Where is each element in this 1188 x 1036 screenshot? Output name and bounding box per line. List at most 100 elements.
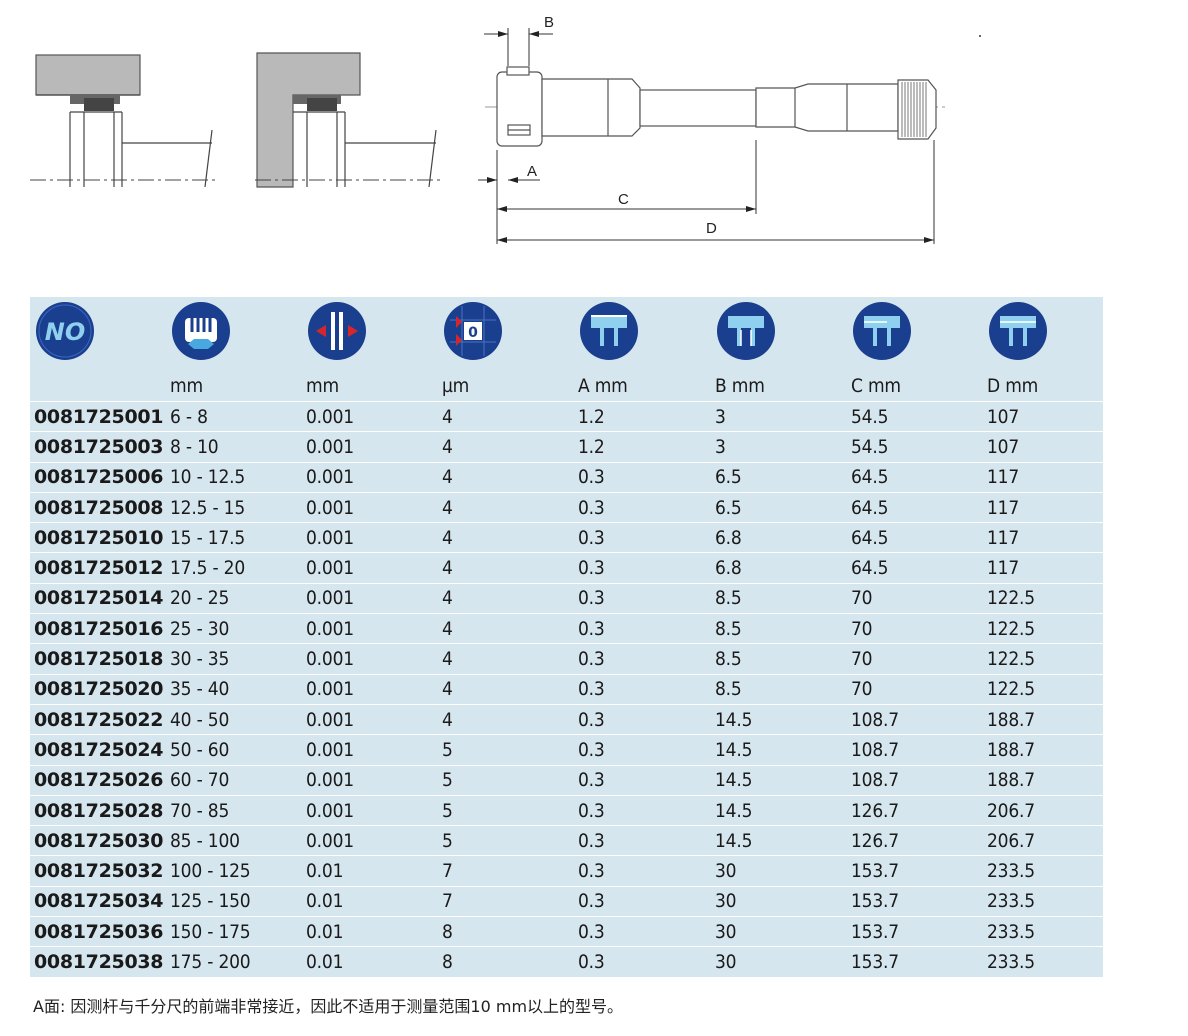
c-cell: 108.7 — [851, 738, 899, 761]
b-cell: 3 — [715, 435, 726, 458]
table-row: 0081725038 175 - 200 0.01 8 0.3 30 153.7 233.5 — [30, 946, 1103, 976]
order-number: 0081725016 — [34, 617, 164, 640]
b-cell: 6.8 — [715, 557, 742, 580]
a-cell: 1.2 — [578, 435, 605, 458]
resolution-cell: 0.01 — [306, 890, 344, 913]
b-cell: 8.5 — [715, 617, 742, 640]
accuracy-cell: 4 — [442, 678, 453, 701]
accuracy-cell: 5 — [442, 769, 453, 792]
a-cell: 0.3 — [578, 799, 605, 822]
instrument-dimension-drawing: B A C D — [478, 14, 945, 244]
unit-cell: mm — [170, 375, 203, 397]
b-cell: 14.5 — [715, 829, 753, 852]
range-cell: 10 - 12.5 — [170, 466, 246, 489]
range-cell: 85 - 100 — [170, 829, 240, 852]
order-number: 0081725026 — [34, 769, 164, 792]
dim-label-c: C — [618, 191, 629, 208]
accuracy-cell: 7 — [442, 890, 453, 913]
c-cell: 153.7 — [851, 950, 899, 973]
a-cell: 0.3 — [578, 526, 605, 549]
table-row: 0081725003 8 - 10 0.001 4 1.2 3 54.5 107 — [30, 431, 1103, 461]
a-cell: 0.3 — [578, 466, 605, 489]
d-cell: 107 — [987, 405, 1020, 428]
resolution-cell: 0.001 — [306, 617, 354, 640]
range-cell: 125 - 150 — [170, 890, 251, 913]
b-cell: 8.5 — [715, 587, 742, 610]
d-cell: 122.5 — [987, 678, 1035, 701]
table-row: 0081725030 85 - 100 0.001 5 0.3 14.5 126.7 206.… — [30, 825, 1103, 855]
a-cell: 0.3 — [578, 950, 605, 973]
b-cell: 6.5 — [715, 496, 742, 519]
resolution-cell: 0.001 — [306, 648, 354, 671]
b-cell: 30 — [715, 920, 737, 943]
table-row: 0081725001 6 - 8 0.001 4 1.2 3 54.5 107 — [30, 401, 1103, 431]
b-cell: 8.5 — [715, 678, 742, 701]
range-cell: 175 - 200 — [170, 950, 251, 973]
b-cell: 6.8 — [715, 526, 742, 549]
footnote: A面: 因测杆与千分尺的前端非常接近，因此不适用于测量范围10 mm以上的型号。 — [33, 997, 624, 1016]
accuracy-cell: 5 — [442, 829, 453, 852]
a-cell: 0.3 — [578, 860, 605, 883]
b-cell: 14.5 — [715, 708, 753, 731]
accuracy-cell: 5 — [442, 799, 453, 822]
table-row: 0081725010 15 - 17.5 0.001 4 0.3 6.8 64.5 117 — [30, 522, 1103, 552]
range-cell: 50 - 60 — [170, 738, 230, 761]
c-cell: 126.7 — [851, 829, 899, 852]
b-cell: 14.5 — [715, 769, 753, 792]
c-cell: 70 — [851, 617, 873, 640]
c-cell: 64.5 — [851, 557, 889, 580]
unit-cell: D mm — [987, 375, 1039, 397]
order-number: 0081725018 — [34, 648, 164, 671]
d-cell: 107 — [987, 435, 1020, 458]
range-cell: 70 - 85 — [170, 799, 230, 822]
c-cell: 54.5 — [851, 435, 889, 458]
c-cell: 108.7 — [851, 708, 899, 731]
resolution-icon — [300, 297, 436, 365]
accuracy-cell: 4 — [442, 587, 453, 610]
a-cell: 0.3 — [578, 617, 605, 640]
range-cell: 17.5 - 20 — [170, 557, 246, 580]
order-number: 0081725012 — [34, 557, 164, 580]
range-cell: 6 - 8 — [170, 405, 208, 428]
a-cell: 0.3 — [578, 769, 605, 792]
accuracy-cell: 8 — [442, 950, 453, 973]
table-row: 0081725022 40 - 50 0.001 4 0.3 14.5 108.7 188.7 — [30, 703, 1103, 734]
b-cell: 14.5 — [715, 738, 753, 761]
accuracy-icon: 0 — [436, 297, 572, 365]
application-figure-1 — [30, 54, 215, 188]
table-row: 0081725024 50 - 60 0.001 5 0.3 14.5 108.7 188.7 — [30, 734, 1103, 764]
resolution-cell: 0.001 — [306, 678, 354, 701]
resolution-cell: 0.001 — [306, 405, 354, 428]
c-cell: 153.7 — [851, 920, 899, 943]
a-cell: 0.3 — [578, 738, 605, 761]
unit-cell: B mm — [715, 375, 765, 397]
accuracy-cell: 4 — [442, 617, 453, 640]
b-cell: 6.5 — [715, 466, 742, 489]
unit-cell: µm — [442, 375, 470, 397]
technical-drawings: B A C D — [30, 14, 981, 244]
b-cell: 30 — [715, 860, 737, 883]
resolution-cell: 0.001 — [306, 526, 354, 549]
table-row: 0081725034 125 - 150 0.01 7 0.3 30 153.7 233.5 — [30, 885, 1103, 916]
table-row: 0081725028 70 - 85 0.001 5 0.3 14.5 126.7 206.7 — [30, 794, 1103, 825]
d-cell: 117 — [987, 466, 1020, 489]
d-cell: 122.5 — [987, 587, 1035, 610]
c-cell: 126.7 — [851, 799, 899, 822]
application-figure-2 — [255, 52, 440, 188]
order-number: 0081725022 — [34, 708, 164, 731]
accuracy-cell: 4 — [442, 526, 453, 549]
unit-cell: A mm — [578, 375, 628, 397]
svg-text:NO: NO — [45, 318, 86, 346]
range-cell: 30 - 35 — [170, 648, 230, 671]
order-number: 0081725032 — [34, 860, 164, 883]
dimension-c-icon — [845, 297, 981, 365]
accuracy-cell: 7 — [442, 860, 453, 883]
accuracy-cell: 4 — [442, 435, 453, 458]
measuring-range-icon — [164, 297, 300, 365]
resolution-cell: 0.001 — [306, 708, 354, 731]
table-row: 0081725018 30 - 35 0.001 4 0.3 8.5 70 122.5 — [30, 643, 1103, 673]
dim-label-b: B — [544, 14, 554, 31]
c-cell: 153.7 — [851, 890, 899, 913]
order-number: 0081725006 — [34, 466, 164, 489]
d-cell: 188.7 — [987, 738, 1035, 761]
